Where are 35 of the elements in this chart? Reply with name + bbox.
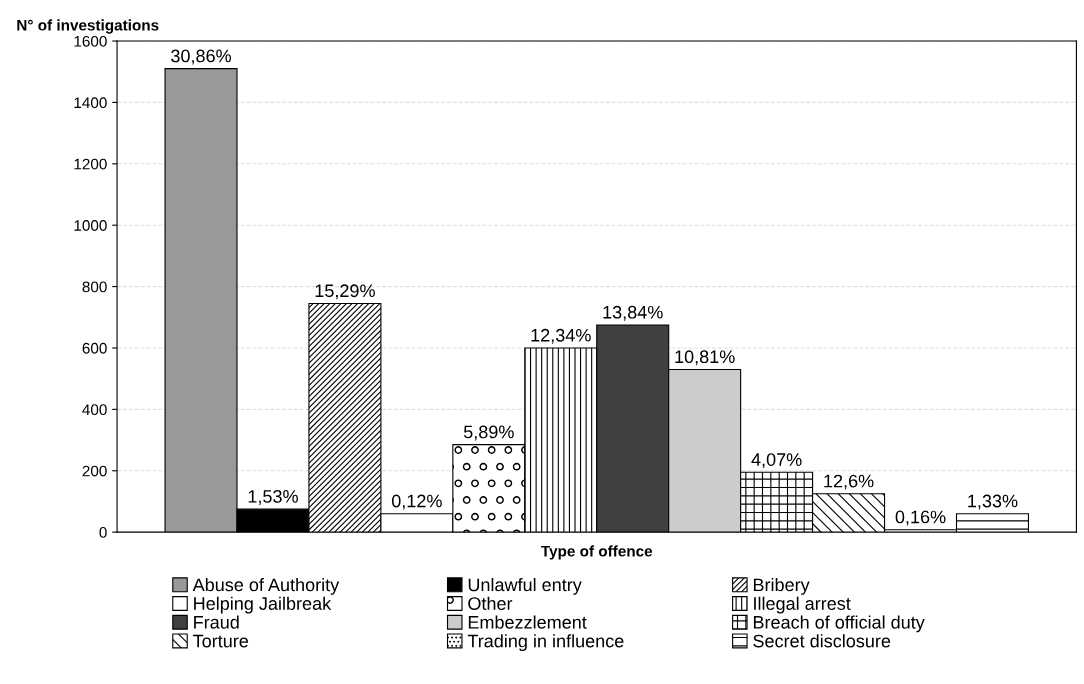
text: 12,6% xyxy=(824,474,874,490)
text: 30,86% xyxy=(171,49,231,65)
legend-label: Trading in influence xyxy=(467,634,624,651)
y-axis-title: N° of investigations xyxy=(17,19,159,34)
text: 0,12% xyxy=(391,494,442,510)
legend-label: Torture xyxy=(193,634,249,648)
legend-label: Helping Jailbreak xyxy=(194,596,332,614)
y-tick-label: 600 xyxy=(82,342,107,354)
y-tick-label: 1600 xyxy=(74,35,107,47)
y-tick-label: 0 xyxy=(99,527,107,538)
text: 1,33% xyxy=(968,494,1018,510)
text: 1,53% xyxy=(248,490,298,505)
text: 10,81% xyxy=(675,350,735,366)
legend-label: Breach of official duty xyxy=(753,615,925,633)
x-axis-title: Type of offence xyxy=(541,545,653,560)
legend-label: Secret disclosure xyxy=(753,634,891,648)
text: 4,07% xyxy=(751,453,802,469)
legend-label: Other xyxy=(468,596,513,610)
text: 0,16% xyxy=(895,510,946,526)
legend-label: Illegal arrest xyxy=(754,596,851,614)
y-tick-label: 400 xyxy=(82,404,107,416)
text: 5,89% xyxy=(463,425,514,441)
legend-label: Embezzlement xyxy=(468,615,587,629)
legend-label: Abuse of Authority xyxy=(192,577,340,595)
text: 13,84% xyxy=(603,305,663,321)
legend-label: Unlawful entry xyxy=(468,577,582,595)
y-tick-label: 1400 xyxy=(74,97,107,109)
y-tick-label: 1000 xyxy=(74,220,107,231)
y-tick-label: 1200 xyxy=(74,158,107,170)
legend-label: Fraud xyxy=(194,615,239,629)
text: 12,34% xyxy=(531,328,591,344)
text: 15,29% xyxy=(315,284,375,300)
y-tick-label: 200 xyxy=(82,465,107,477)
legend-label: Bribery xyxy=(753,577,810,595)
y-tick-label: 800 xyxy=(82,281,107,293)
